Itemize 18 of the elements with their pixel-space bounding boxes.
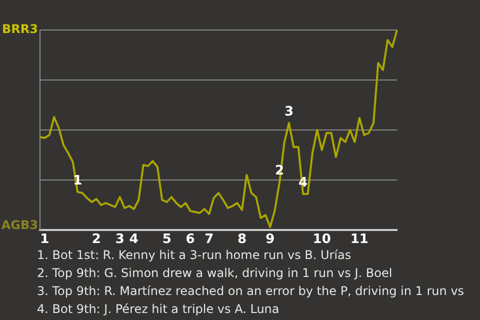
x-tick-label: 10: [312, 232, 331, 248]
x-tick-label: 5: [162, 232, 172, 248]
x-tick-label: 4: [129, 232, 138, 248]
text: BRR3: [2, 22, 38, 36]
x-tick-label: 2: [92, 232, 101, 248]
x-tick-label: 8: [237, 232, 247, 248]
text: 4. Bot 9th: J. Pérez hit a triple vs A. Luna: [37, 301, 280, 318]
x-tick-label: 1: [40, 232, 50, 248]
text: 1. Bot 1st: R. Kenny hit a 3-run home run vs B. Urías: [37, 247, 352, 264]
x-tick-label: 9: [266, 232, 275, 248]
text: 2. Top 9th: G. Simon drew a walk, driving in 1 run vs J. Boel: [37, 265, 394, 282]
x-tick-label: 6: [186, 232, 195, 248]
x-tick-label: 7: [204, 232, 214, 248]
x-tick-label: 11: [350, 232, 368, 248]
x-tick-label: 3: [115, 232, 124, 248]
annotation: 3: [284, 104, 294, 120]
text: AGB3: [1, 218, 38, 232]
text: 3. Top 9th: R. Martínez reached on an error by the P, driving in 1 run vs: [37, 283, 464, 300]
